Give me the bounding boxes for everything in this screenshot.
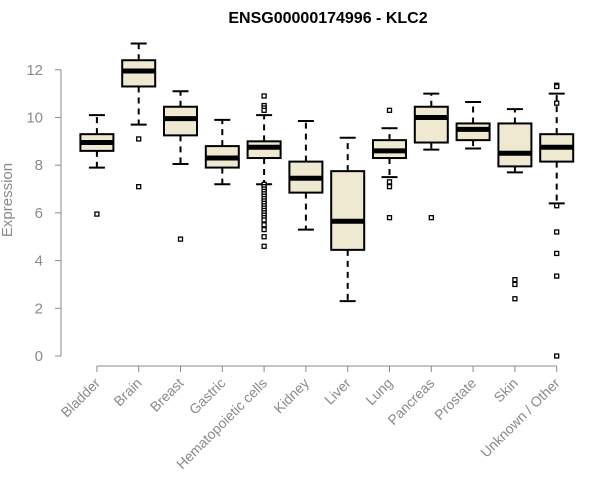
y-tick-label: 0 — [35, 348, 43, 365]
x-tick-label: Prostate — [431, 375, 479, 423]
y-tick-label: 8 — [35, 157, 43, 174]
outlier-point — [554, 100, 560, 106]
box-pancreas — [413, 92, 449, 221]
outlier-point — [386, 215, 393, 221]
y-tick-label: 2 — [35, 300, 43, 317]
outlier-point — [261, 107, 267, 113]
box-breast — [163, 90, 198, 242]
y-tick-label: 6 — [35, 205, 43, 222]
outlier-point — [261, 93, 267, 99]
x-tick-label: Liver — [321, 375, 354, 408]
box-liver — [330, 136, 366, 303]
x-tick-label: Breast — [147, 375, 187, 415]
outlier-point — [554, 83, 560, 90]
box-brain — [121, 42, 157, 190]
outlier-point — [136, 184, 142, 190]
outlier-point — [261, 243, 267, 249]
outlier-point — [554, 229, 560, 235]
outlier-point — [386, 179, 393, 185]
box-iqr — [413, 105, 449, 144]
outlier-point — [554, 353, 560, 359]
x-tick-label: Brain — [110, 375, 144, 409]
x-tick-label: Unknown / Other — [477, 375, 563, 461]
outlier-point — [261, 226, 267, 233]
box-prostate — [455, 100, 491, 150]
y-tick-label: 10 — [26, 109, 43, 126]
outlier-point — [512, 277, 518, 283]
outlier-point — [512, 296, 518, 302]
box-unknown-other — [539, 82, 575, 359]
y-axis: 0 2 4 6 8 10 12 — [26, 62, 62, 365]
box-bladder — [79, 114, 115, 217]
outlier-point — [554, 203, 560, 209]
outlier-point — [261, 217, 267, 223]
outlier-point — [261, 222, 267, 228]
y-tick-label: 12 — [26, 62, 43, 79]
outlier-point — [554, 250, 560, 257]
outlier-point — [261, 234, 267, 240]
box-iqr — [330, 170, 366, 251]
box-gastric — [204, 118, 240, 186]
y-tick-label: 4 — [35, 253, 43, 270]
y-axis-label: Expression — [0, 163, 16, 237]
outlier-point — [512, 281, 518, 288]
x-tick-label: Bladder — [58, 375, 104, 421]
outlier-point — [94, 211, 100, 217]
box-kidney — [288, 120, 324, 231]
chart-title: ENSG00000174996 - KLC2 — [228, 10, 427, 27]
box-iqr — [497, 122, 533, 168]
outlier-point — [386, 107, 393, 113]
x-tick-label: Lung — [362, 375, 395, 408]
x-tick-label: Kidney — [270, 375, 312, 417]
box-hematopoietic-cells — [246, 93, 282, 249]
box-skin — [497, 108, 533, 302]
outlier-point — [177, 236, 184, 242]
x-tick-label: Skin — [490, 375, 521, 406]
outlier-point — [554, 273, 560, 279]
plot-area — [79, 42, 575, 359]
outlier-point — [428, 215, 434, 221]
box-lung — [372, 107, 407, 221]
outlier-point — [136, 136, 142, 142]
outlier-point — [386, 184, 393, 190]
